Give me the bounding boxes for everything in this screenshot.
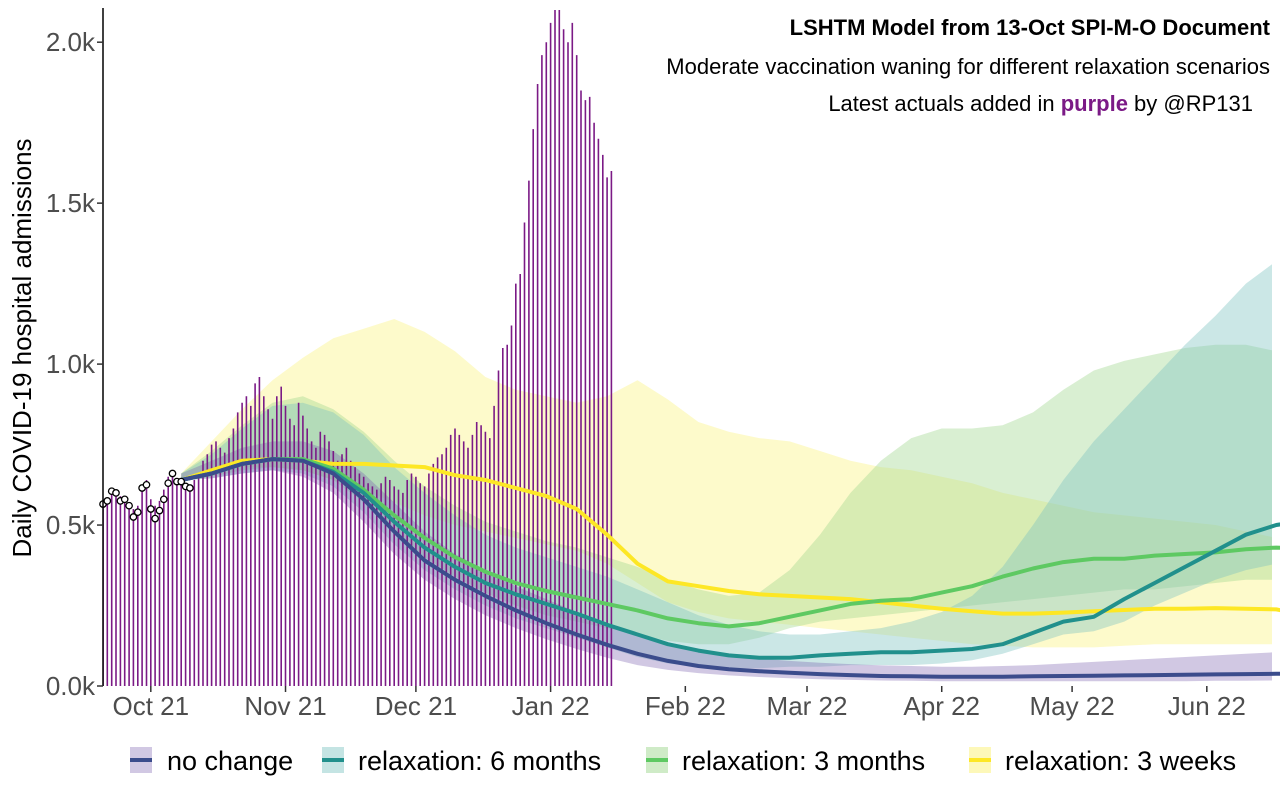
scenario-lines bbox=[180, 457, 1280, 679]
y-tick-label: 0.5k bbox=[46, 510, 96, 540]
y-ticks: 0.0k 0.5k 1.0k 1.5k 2.0k bbox=[46, 27, 103, 701]
chart-subtitle: Moderate vaccination waning for differen… bbox=[666, 54, 1270, 79]
series-line-relaxation-6-months bbox=[180, 457, 1280, 660]
observed-point bbox=[125, 501, 133, 510]
observed-point bbox=[103, 497, 112, 505]
y-tick-label: 0.0k bbox=[46, 671, 96, 701]
caption-pre: Latest actuals added in bbox=[828, 91, 1060, 116]
observed-point bbox=[146, 505, 155, 513]
x-tick-label: Jan 22 bbox=[512, 691, 590, 721]
caption-highlight: purple bbox=[1061, 91, 1128, 116]
observed-point bbox=[159, 495, 168, 504]
observed-point bbox=[120, 495, 129, 504]
caption-post: by @RP131 bbox=[1128, 91, 1253, 116]
legend-item-relaxation-3-weeks: relaxation: 3 weeks bbox=[969, 746, 1236, 776]
observed-point bbox=[112, 489, 120, 497]
observed-point bbox=[133, 508, 142, 517]
y-tick-label: 1.0k bbox=[46, 349, 96, 379]
observed-points bbox=[99, 469, 194, 523]
observed-point bbox=[164, 479, 173, 488]
legend-item-relaxation-6-months: relaxation: 6 months bbox=[322, 746, 601, 776]
observed-point bbox=[151, 514, 159, 523]
x-tick-label: Nov 21 bbox=[244, 691, 326, 721]
chart-caption: Latest actuals added in purple by @RP131 bbox=[828, 91, 1253, 116]
observed-point bbox=[155, 506, 164, 515]
legend-item-no-change: no change bbox=[130, 746, 293, 776]
legend: no change relaxation: 6 months relaxatio… bbox=[130, 746, 1236, 776]
x-ticks: Oct 21 Nov 21 Dec 21 Jan 22 Feb 22 Mar 22 Apr … bbox=[113, 686, 1246, 721]
legend-label-no-change: no change bbox=[167, 746, 293, 776]
observed-point bbox=[142, 480, 151, 489]
x-tick-label: May 22 bbox=[1029, 691, 1114, 721]
legend-label-relaxation-6-months: relaxation: 6 months bbox=[358, 746, 601, 776]
y-axis-title: Daily COVID-19 hospital admissions bbox=[7, 138, 37, 557]
x-tick-label: Feb 22 bbox=[645, 691, 726, 721]
series-line-relaxation-3-weeks bbox=[180, 457, 1280, 616]
x-tick-label: Apr 22 bbox=[903, 691, 980, 721]
actual-admissions-bars bbox=[103, 10, 613, 686]
observed-point bbox=[168, 469, 177, 478]
x-tick-label: Jun 22 bbox=[1168, 691, 1246, 721]
legend-label-relaxation-3-weeks: relaxation: 3 weeks bbox=[1005, 746, 1236, 776]
observed-point bbox=[129, 513, 138, 521]
legend-item-relaxation-3-months: relaxation: 3 months bbox=[646, 746, 925, 776]
band-relaxation-3-weeks bbox=[181, 319, 1272, 648]
chart-title: LSHTM Model from 13-Oct SPI-M-O Document bbox=[790, 15, 1271, 40]
x-tick-label: Oct 21 bbox=[113, 691, 190, 721]
legend-label-relaxation-3-months: relaxation: 3 months bbox=[682, 746, 925, 776]
x-tick-label: Mar 22 bbox=[767, 691, 848, 721]
observed-point bbox=[177, 477, 186, 486]
y-tick-label: 2.0k bbox=[46, 27, 96, 57]
band-relaxation-3-months bbox=[181, 344, 1272, 645]
series-line-relaxation-3-months bbox=[180, 457, 1280, 629]
series-line-no-change bbox=[180, 457, 1280, 679]
observed-point bbox=[186, 484, 194, 492]
y-tick-label: 1.5k bbox=[46, 188, 96, 218]
x-tick-label: Dec 21 bbox=[375, 691, 457, 721]
